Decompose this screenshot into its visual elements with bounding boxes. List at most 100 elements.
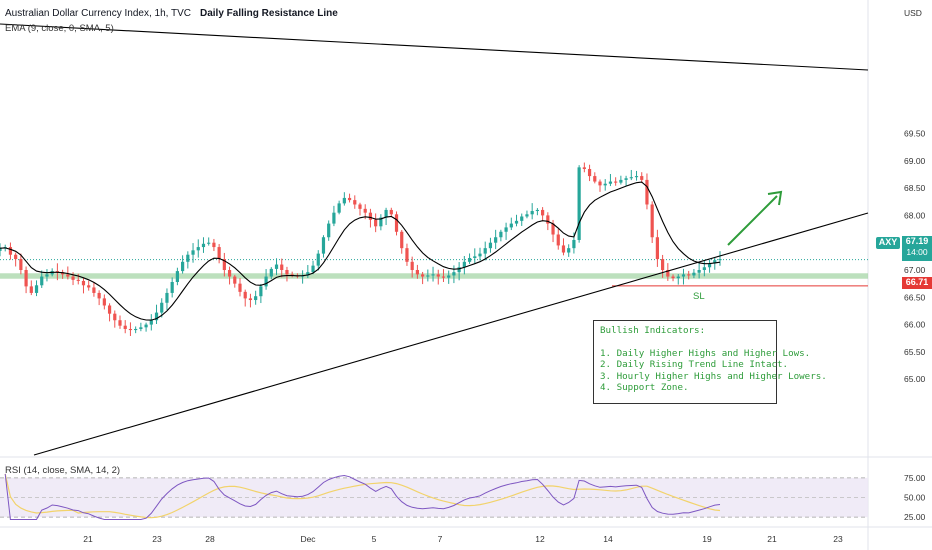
candle-body[interactable] xyxy=(483,248,487,254)
candle-body[interactable] xyxy=(400,231,404,249)
candle-body[interactable] xyxy=(139,327,143,329)
rsi-indicator-label[interactable]: RSI (14, close, SMA, 14, 2) xyxy=(5,465,121,476)
candle-body[interactable] xyxy=(415,270,419,275)
candle-body[interactable] xyxy=(321,237,326,254)
candle-body[interactable] xyxy=(175,271,179,283)
candle-body[interactable] xyxy=(14,254,18,260)
candle-body[interactable] xyxy=(217,247,221,260)
candle-body[interactable] xyxy=(233,276,237,284)
candle-body[interactable] xyxy=(0,248,2,251)
candle-body[interactable] xyxy=(692,272,696,276)
candle-body[interactable] xyxy=(671,276,675,279)
candle-body[interactable] xyxy=(525,214,529,217)
candle-body[interactable] xyxy=(40,276,44,286)
candle-body[interactable] xyxy=(222,259,226,270)
candle-body[interactable] xyxy=(661,259,665,270)
candle-body[interactable] xyxy=(186,254,190,262)
candle-body[interactable] xyxy=(697,270,701,273)
candle-body[interactable] xyxy=(462,261,466,268)
candle-body[interactable] xyxy=(76,279,80,281)
candle-body[interactable] xyxy=(264,276,268,287)
candle-body[interactable] xyxy=(509,223,513,228)
candle-body[interactable] xyxy=(368,212,373,220)
candle-body[interactable] xyxy=(577,167,581,240)
candle-body[interactable] xyxy=(441,276,446,278)
candle-body[interactable] xyxy=(128,328,133,331)
candle-body[interactable] xyxy=(107,305,112,314)
candle-body[interactable] xyxy=(24,270,28,287)
candle-body[interactable] xyxy=(363,208,367,213)
candle-body[interactable] xyxy=(541,209,545,216)
candle-body[interactable] xyxy=(165,292,169,303)
candle-body[interactable] xyxy=(8,247,13,255)
candle-body[interactable] xyxy=(29,286,33,293)
candle-body[interactable] xyxy=(499,231,503,238)
candle-body[interactable] xyxy=(374,219,378,227)
candle-body[interactable] xyxy=(514,220,519,224)
candle-body[interactable] xyxy=(243,291,247,299)
candle-body[interactable] xyxy=(687,274,691,276)
candle-body[interactable] xyxy=(488,242,493,249)
candle-body[interactable] xyxy=(160,302,164,313)
candle-body[interactable] xyxy=(520,216,524,221)
candle-body[interactable] xyxy=(269,268,273,277)
candle-body[interactable] xyxy=(254,296,258,301)
candle-body[interactable] xyxy=(614,181,618,183)
support-zone[interactable] xyxy=(0,273,868,279)
candle-body[interactable] xyxy=(353,200,357,205)
candle-body[interactable] xyxy=(118,320,122,326)
candle-body[interactable] xyxy=(478,253,482,257)
candle-body[interactable] xyxy=(546,215,550,224)
candle-body[interactable] xyxy=(144,324,148,328)
candle-body[interactable] xyxy=(196,247,200,251)
candle-body[interactable] xyxy=(634,176,639,178)
candle-body[interactable] xyxy=(467,257,472,262)
candle-body[interactable] xyxy=(34,285,39,293)
candle-body[interactable] xyxy=(587,168,592,177)
candle-body[interactable] xyxy=(421,274,425,277)
candle-body[interactable] xyxy=(473,256,477,258)
candle-body[interactable] xyxy=(134,328,138,331)
candle-body[interactable] xyxy=(71,276,75,280)
candle-body[interactable] xyxy=(561,245,566,253)
candle-body[interactable] xyxy=(191,250,195,255)
candle-body[interactable] xyxy=(306,272,310,276)
candle-body[interactable] xyxy=(650,204,654,238)
candle-body[interactable] xyxy=(619,179,623,183)
candle-body[interactable] xyxy=(702,267,706,270)
candle-body[interactable] xyxy=(713,260,717,264)
candle-body[interactable] xyxy=(337,203,341,213)
candle-body[interactable] xyxy=(655,237,659,260)
candle-body[interactable] xyxy=(405,248,409,262)
symbol-line[interactable]: Australian Dollar Currency Index, 1h, TV… xyxy=(5,8,192,19)
candle-body[interactable] xyxy=(327,223,331,238)
candle-body[interactable] xyxy=(535,209,539,212)
candle-body[interactable] xyxy=(227,270,232,277)
candle-body[interactable] xyxy=(154,312,159,321)
candle-body[interactable] xyxy=(358,204,362,209)
candle-body[interactable] xyxy=(342,197,346,204)
candle-body[interactable] xyxy=(92,287,96,293)
candle-body[interactable] xyxy=(87,285,91,288)
ema-indicator-label[interactable]: EMA (9, close, 0, SMA, 5) xyxy=(5,23,114,34)
candle-body[interactable] xyxy=(447,275,451,278)
candle-body[interactable] xyxy=(316,253,320,266)
candle-body[interactable] xyxy=(567,248,571,253)
candle-body[interactable] xyxy=(207,242,211,244)
candle-body[interactable] xyxy=(707,263,712,268)
falling-resistance-line[interactable] xyxy=(0,23,869,71)
candle-body[interactable] xyxy=(629,177,633,179)
candle-body[interactable] xyxy=(582,167,586,169)
candle-body[interactable] xyxy=(494,237,498,243)
candle-body[interactable] xyxy=(55,271,59,273)
candle-body[interactable] xyxy=(504,227,508,232)
candle-body[interactable] xyxy=(280,264,284,270)
candle-body[interactable] xyxy=(394,214,399,232)
candle-body[interactable] xyxy=(645,179,649,205)
candle-body[interactable] xyxy=(290,274,294,276)
candle-body[interactable] xyxy=(201,243,206,248)
candle-body[interactable] xyxy=(603,183,607,186)
candle-body[interactable] xyxy=(97,292,101,299)
candle-body[interactable] xyxy=(676,276,680,279)
